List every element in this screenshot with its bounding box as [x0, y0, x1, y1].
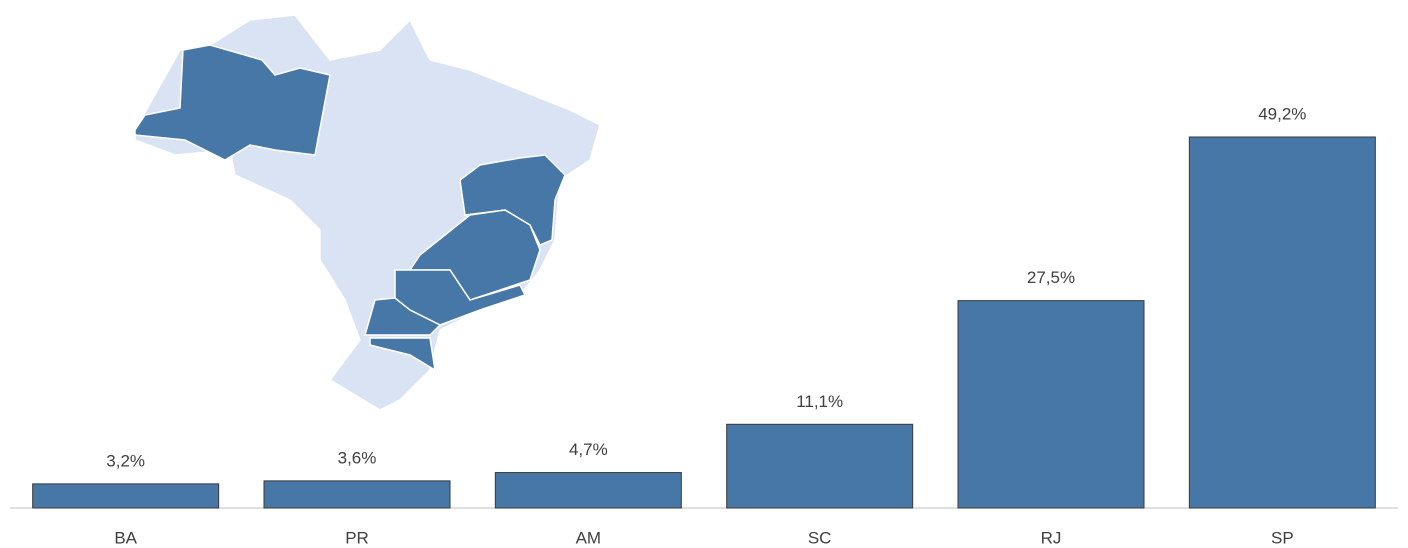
x-tick-label: BA [114, 528, 137, 547]
value-label: 4,7% [569, 440, 608, 459]
x-tick-label: SC [808, 528, 832, 547]
bar [957, 300, 1145, 509]
x-tick-label: PR [345, 528, 369, 547]
map-state-pr [364, 297, 442, 336]
map-state-sc [369, 337, 436, 372]
bar [726, 423, 914, 509]
map-state-am [134, 44, 331, 161]
value-label: 11,1% [796, 392, 843, 411]
brazil-map [134, 14, 601, 411]
bar [494, 472, 682, 509]
map-state-mg [408, 209, 541, 301]
value-label: 27,5% [1027, 268, 1075, 287]
value-label: 3,6% [338, 448, 377, 467]
bar [1188, 136, 1376, 509]
value-label: 3,2% [106, 451, 145, 470]
x-tick-label: SP [1271, 528, 1294, 547]
x-tick-label: RJ [1041, 528, 1062, 547]
x-tick-label: AM [576, 528, 602, 547]
bar [263, 480, 451, 509]
bar [32, 483, 220, 509]
value-label: 49,2% [1258, 104, 1306, 123]
